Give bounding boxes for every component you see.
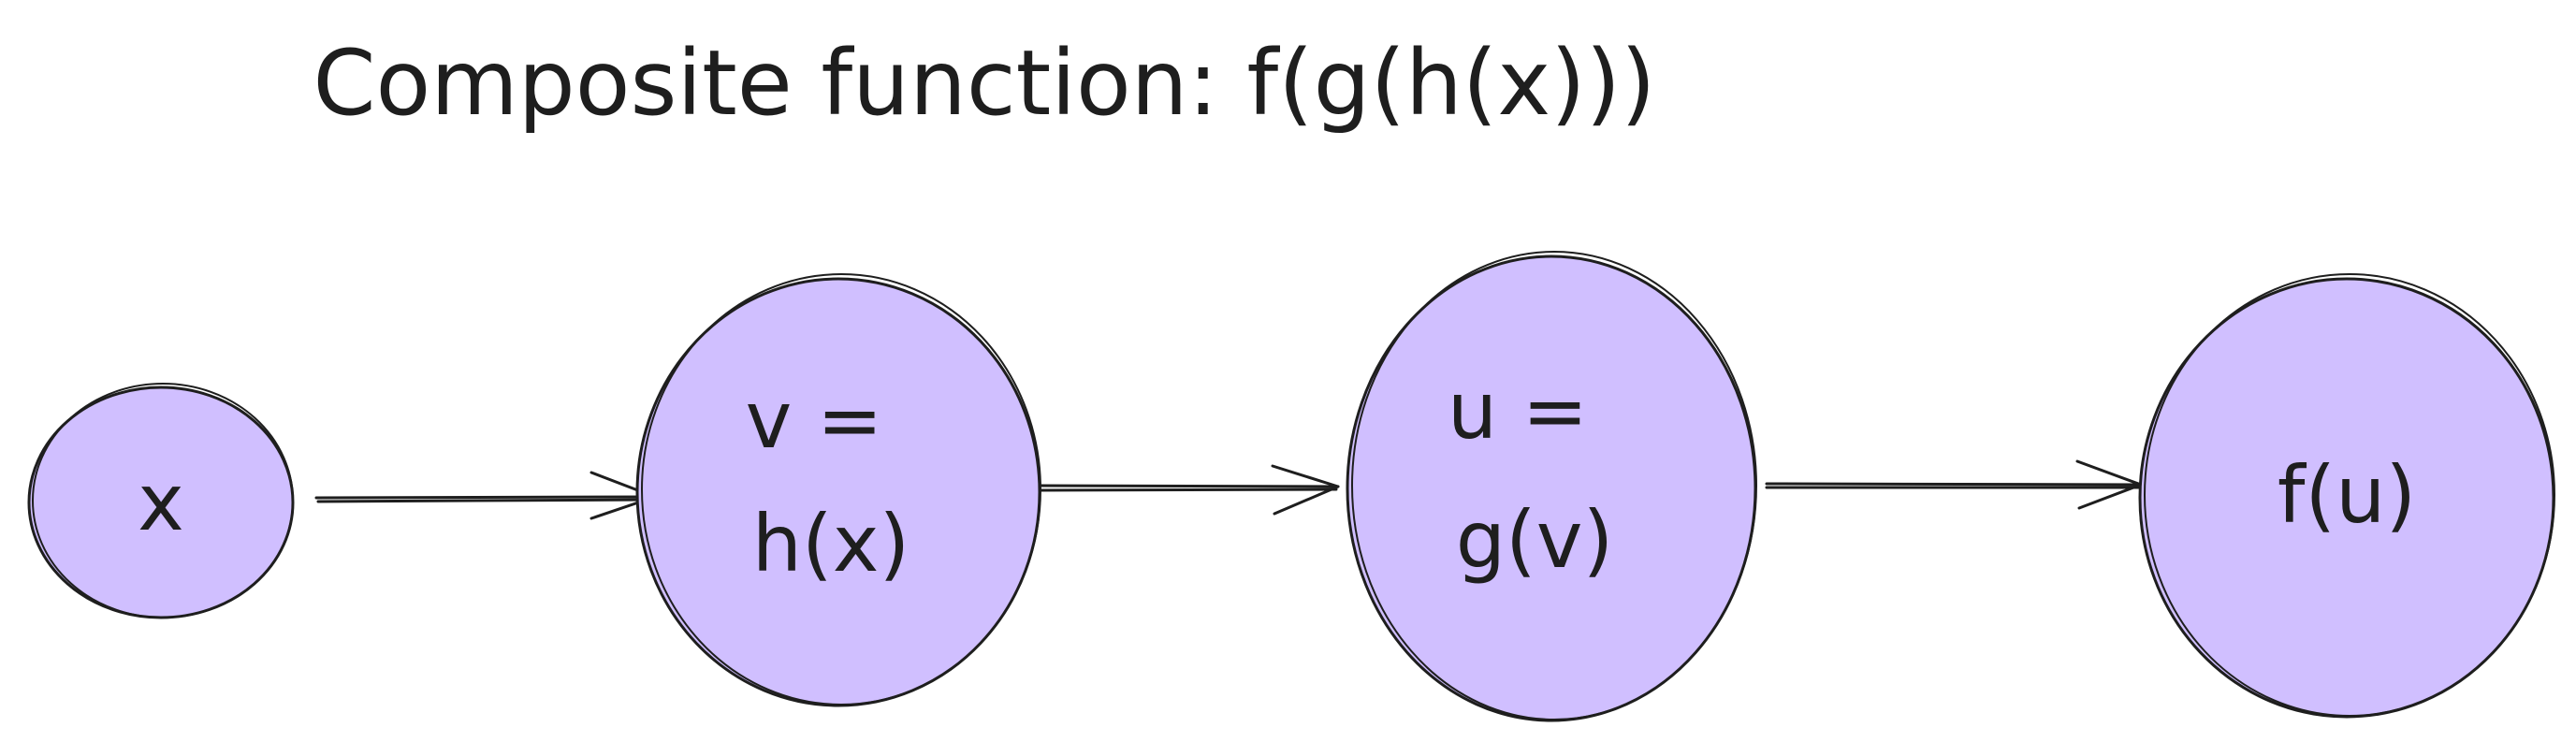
node-v-label-line1: v = — [746, 374, 883, 466]
diagram-title: Composite function: f(g(h(x))) — [313, 31, 1656, 136]
node-u-label-line2: g(v) — [1456, 494, 1614, 586]
node-x: x — [27, 383, 295, 619]
node-u-circle — [1346, 255, 1757, 722]
node-fu: f(u) — [2138, 273, 2555, 719]
edge-x-to-v — [314, 471, 657, 520]
node-u: u = g(v) — [1346, 251, 1757, 722]
edge-u-to-fu — [1765, 459, 2143, 510]
node-v: v = h(x) — [635, 273, 1041, 707]
node-u-label-line1: u = — [1448, 365, 1588, 457]
node-x-label: x — [138, 457, 184, 548]
node-v-circle — [635, 277, 1041, 707]
node-fu-label: f(u) — [2278, 449, 2416, 541]
edge-v-to-u — [1037, 464, 1340, 516]
node-v-label-line2: h(x) — [752, 498, 910, 589]
